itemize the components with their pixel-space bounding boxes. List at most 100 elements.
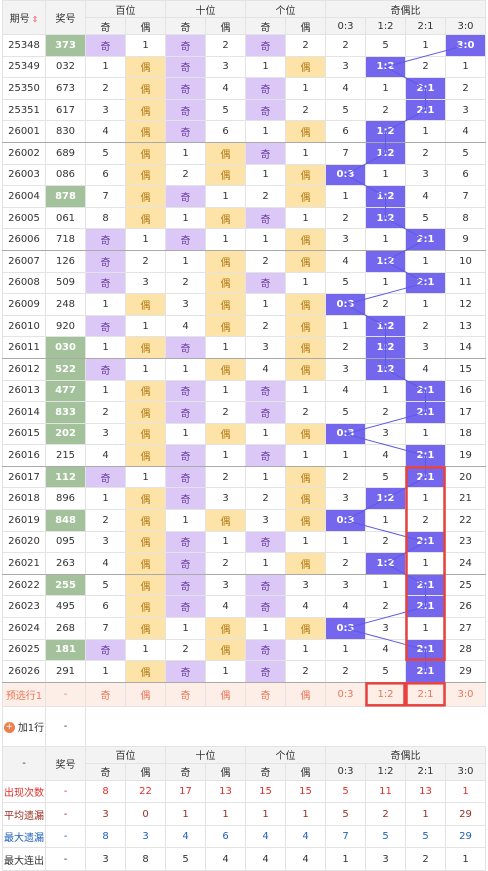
sub-header: 2:1 bbox=[405, 17, 446, 35]
miss-count: 2 bbox=[365, 401, 406, 424]
preselect-option[interactable]: 偶 bbox=[205, 681, 246, 707]
data-row: 26017 112 奇 1 奇 2 1 偶 2 5 2:1 20 bbox=[2, 465, 486, 489]
add-row-label[interactable]: 加1行 bbox=[17, 722, 45, 734]
hit-cell: 奇 bbox=[165, 444, 206, 467]
miss-count: 16 bbox=[445, 379, 486, 403]
miss-count: 1 bbox=[125, 314, 166, 338]
miss-count: 3 bbox=[245, 336, 286, 359]
hit-cell: 偶 bbox=[125, 530, 166, 554]
miss-count: 4 bbox=[325, 595, 366, 619]
hit-cell: 偶 bbox=[285, 120, 326, 143]
number: 095 bbox=[45, 530, 86, 554]
stats-label: 出现次数 bbox=[2, 779, 46, 804]
miss-count: 2 bbox=[325, 34, 366, 57]
data-row: 26025 181 奇 1 2 偶奇 1 1 4 2:1 28 bbox=[2, 638, 486, 662]
hit-cell: 奇 bbox=[245, 98, 286, 122]
hit-cell: 奇 bbox=[85, 228, 126, 251]
number: 086 bbox=[45, 163, 86, 187]
preselect-option[interactable]: 1:2 bbox=[365, 681, 406, 707]
preselect-option[interactable]: 0:3 bbox=[325, 681, 366, 707]
stats-value: 5 bbox=[325, 802, 366, 826]
preselect-option[interactable]: 偶 bbox=[125, 681, 166, 707]
hit-cell: 偶 bbox=[205, 617, 246, 640]
hit-cell: 偶 bbox=[285, 55, 326, 79]
plus-icon: + bbox=[3, 722, 15, 734]
miss-count: 4 bbox=[325, 249, 366, 273]
hit-cell: 奇 bbox=[85, 314, 126, 338]
miss-count: 1 bbox=[245, 465, 286, 489]
miss-count: 2 bbox=[125, 249, 166, 273]
preselect-option[interactable]: 2:1 bbox=[405, 681, 446, 707]
hit-cell: 偶 bbox=[125, 617, 166, 640]
miss-count: 4 bbox=[365, 444, 406, 467]
data-row: 26010 920 奇 1 4 偶 2 偶 1 1:2 2 13 bbox=[2, 314, 486, 338]
header-row: 期号 ⇕ 奖号 百位 十位 个位 奇偶比 bbox=[2, 0, 486, 35]
miss-count: 2 bbox=[325, 206, 366, 230]
header-cell: 期号 ⇕ bbox=[2, 0, 46, 35]
preselect-option[interactable]: 偶 bbox=[285, 681, 326, 707]
preselect-option[interactable]: 奇 bbox=[245, 681, 286, 707]
miss-count: 2 bbox=[245, 314, 286, 338]
sort-icon[interactable]: ⇕ bbox=[31, 15, 39, 24]
hit-cell: 2:1 bbox=[405, 379, 446, 403]
miss-count: 25 bbox=[445, 573, 486, 597]
data-row: 26001 830 4 偶奇 6 1 偶 6 1:2 1 4 bbox=[2, 120, 486, 143]
hit-cell: 偶 bbox=[125, 77, 166, 100]
stats-value: 29 bbox=[445, 802, 486, 826]
stats-number: - bbox=[45, 802, 86, 826]
sub-header: 奇 bbox=[165, 762, 206, 781]
miss-count: 24 bbox=[445, 552, 486, 575]
issue: 26015 bbox=[2, 422, 46, 446]
stats-row: 最大遗漏 -8 3 4 6 4 4 7 5 5 29 bbox=[2, 824, 486, 849]
hit-cell: 偶 bbox=[205, 271, 246, 295]
hit-cell: 偶 bbox=[285, 249, 326, 273]
data-row: 26018 896 1 偶奇 3 2 偶 3 1:2 1 21 bbox=[2, 487, 486, 511]
miss-count: 2 bbox=[325, 660, 366, 683]
hit-cell: 奇 bbox=[165, 336, 206, 359]
miss-count: 4 bbox=[165, 314, 206, 338]
hit-cell: 奇 bbox=[85, 465, 126, 489]
hit-cell: 偶 bbox=[205, 141, 246, 165]
miss-count: 3 bbox=[85, 422, 126, 446]
hit-cell: 2:1 bbox=[405, 98, 446, 122]
miss-count: 2 bbox=[285, 98, 326, 122]
header-cell: 奖号 bbox=[45, 0, 86, 35]
stats-value: 2 bbox=[405, 847, 446, 871]
preselect-label[interactable]: 预选行1 bbox=[2, 681, 46, 707]
number: 202 bbox=[45, 422, 86, 446]
miss-count: 19 bbox=[445, 444, 486, 467]
data-row: 26019 848 2 偶 1 偶 3 偶 0:3 1 2 22 bbox=[2, 509, 486, 532]
miss-count: 1 bbox=[405, 293, 446, 316]
miss-count: 2 bbox=[285, 401, 326, 424]
data-row: 26008 509 奇 3 2 偶奇 1 5 1 2:1 11 bbox=[2, 271, 486, 295]
preselect-option[interactable]: 3:0 bbox=[445, 681, 486, 707]
hit-cell: 1:2 bbox=[365, 141, 406, 165]
issue: 26012 bbox=[2, 357, 46, 381]
hit-cell: 偶 bbox=[285, 487, 326, 511]
header-row: - 奖号 百位 十位 个位 奇偶比 bbox=[2, 745, 486, 781]
hit-cell: 奇 bbox=[165, 185, 206, 208]
add-row-button[interactable]: + 加1行 bbox=[2, 705, 46, 747]
miss-count: 1 bbox=[245, 617, 286, 640]
number: 126 bbox=[45, 249, 86, 273]
miss-count: 1 bbox=[85, 336, 126, 359]
miss-count: 1 bbox=[125, 228, 166, 251]
hit-cell: 偶 bbox=[285, 422, 326, 446]
miss-count: 4 bbox=[325, 379, 366, 403]
miss-count: 3 bbox=[205, 55, 246, 79]
miss-count: 1 bbox=[405, 249, 446, 273]
miss-count: 1 bbox=[245, 163, 286, 187]
hit-cell: 奇 bbox=[165, 573, 206, 597]
miss-count: 3 bbox=[285, 573, 326, 597]
miss-count: 1 bbox=[365, 509, 406, 532]
preselect-option[interactable]: 奇 bbox=[85, 681, 126, 707]
subheader-row: 奇偶奇偶奇偶 0:3 1:2 2:1 3:0 bbox=[3, 762, 486, 781]
hit-cell: 奇 bbox=[245, 660, 286, 683]
hit-cell: 1:2 bbox=[365, 55, 406, 79]
miss-count: 1 bbox=[245, 120, 286, 143]
stats-value: 5 bbox=[405, 824, 446, 849]
issue: 26016 bbox=[2, 444, 46, 467]
miss-count: 1 bbox=[405, 120, 446, 143]
preselect-option[interactable]: 奇 bbox=[165, 681, 206, 707]
stats-value: 5 bbox=[365, 824, 406, 849]
